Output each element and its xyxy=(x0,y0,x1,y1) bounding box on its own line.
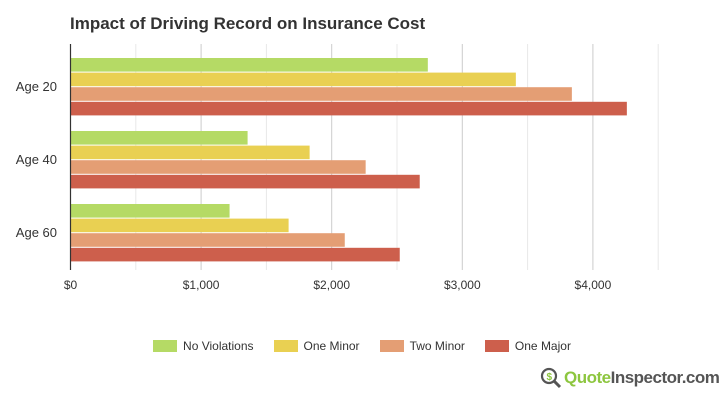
legend-item[interactable]: Two Minor xyxy=(379,339,465,353)
quoteinspector-logo[interactable]: $ Quote Inspector.com xyxy=(540,367,720,389)
bar-one-major xyxy=(70,247,400,262)
bar-two-minor xyxy=(70,160,366,174)
category-label: Age 40 xyxy=(16,152,57,167)
category-label: Age 20 xyxy=(16,79,57,94)
bar-no-violations xyxy=(70,204,230,218)
bar-one-major xyxy=(70,101,627,116)
bar-chart: Age 20 Age 40 Age 60 $0 $1,000 $2,000 $3,000 $4… xyxy=(16,44,659,292)
legend-label: One Minor xyxy=(303,339,360,353)
chart-title: Impact of Driving Record on Insurance Co… xyxy=(70,14,426,33)
legend-label: No Violations xyxy=(183,339,254,353)
logo-text-inspector: Inspector.com xyxy=(610,368,720,387)
legend-item[interactable]: No Violations xyxy=(153,339,254,353)
legend-label: One Major xyxy=(514,339,571,353)
legend-swatch xyxy=(153,340,178,352)
svg-text:$: $ xyxy=(546,372,552,383)
bar-no-violations xyxy=(70,58,428,72)
legend-item[interactable]: One Minor xyxy=(273,339,360,353)
x-tick-label: $1,000 xyxy=(183,278,220,292)
bar-two-minor xyxy=(70,233,345,247)
x-tick-label: $0 xyxy=(64,278,78,292)
bar-one-major xyxy=(70,174,420,189)
legend-swatch xyxy=(484,340,509,352)
legend-item[interactable]: One Major xyxy=(484,339,571,353)
bar-one-minor xyxy=(70,72,516,87)
bar-two-minor xyxy=(70,87,572,101)
legend-swatch xyxy=(379,340,404,352)
bar-one-minor xyxy=(70,145,310,160)
legend: No Violations One Minor Two Minor One Major xyxy=(0,339,724,353)
logo-text-quote: Quote xyxy=(564,368,611,387)
bar-no-violations xyxy=(70,131,248,145)
x-tick-label: $2,000 xyxy=(313,278,350,292)
legend-label: Two Minor xyxy=(409,339,465,353)
x-tick-label: $4,000 xyxy=(575,278,612,292)
magnifier-dollar-icon: $ xyxy=(540,367,562,389)
bar-one-minor xyxy=(70,218,289,233)
x-tick-label: $3,000 xyxy=(444,278,481,292)
legend-swatch xyxy=(273,340,298,352)
category-label: Age 60 xyxy=(16,225,57,240)
